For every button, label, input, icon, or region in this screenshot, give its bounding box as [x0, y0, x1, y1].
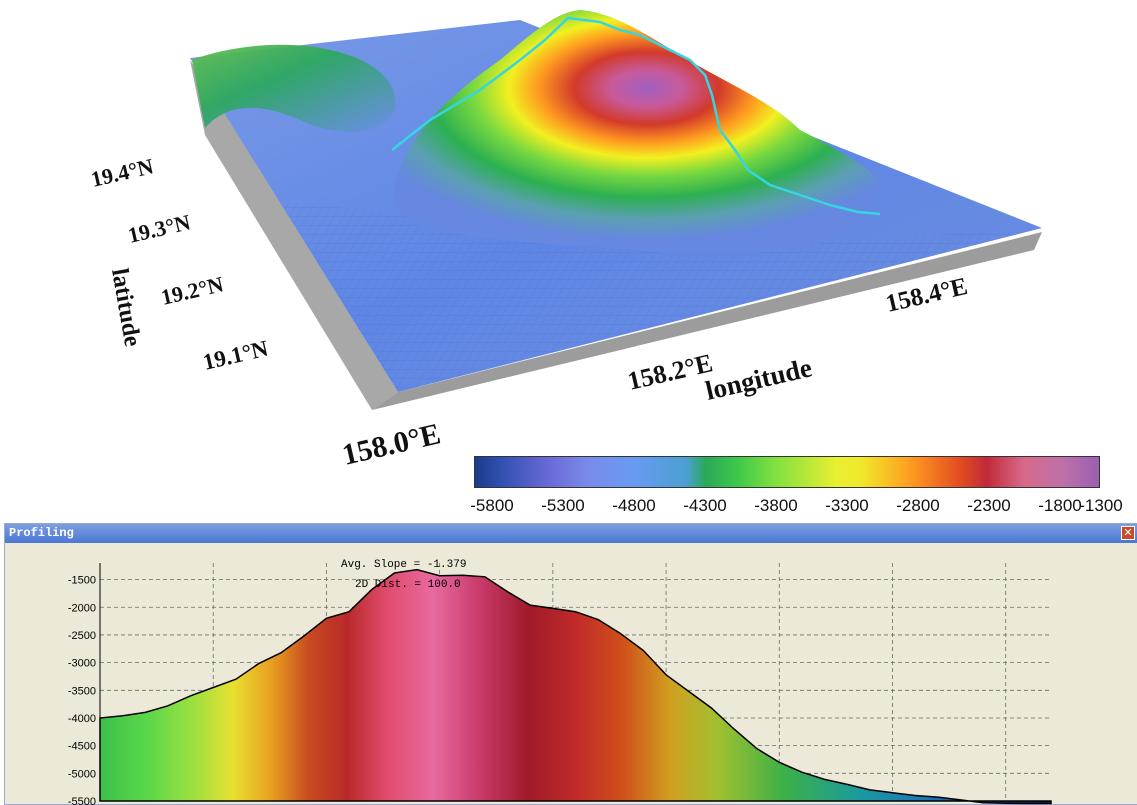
colorbar-tick: -4800 — [612, 496, 656, 515]
y-axis-ticks: -1500 -2000 -2500 -3000 -3500 -4000 -4500 -5000… — [68, 575, 96, 805]
close-icon[interactable]: ✕ — [1121, 526, 1135, 540]
latitude-label: latitude — [106, 267, 145, 349]
colorbar-tick: -2800 — [896, 496, 940, 515]
colorbar-tick: -1800 — [1038, 496, 1082, 515]
seamount — [394, 10, 880, 255]
y-tick-label: -5000 — [68, 768, 96, 780]
lat-tick-19-3: 19.3°N — [126, 209, 193, 248]
profile-track-line — [391, 16, 881, 216]
lon-tick-158-2: 158.2°E — [625, 348, 716, 396]
nw-ridge — [192, 44, 396, 132]
avg-slope-readout: Avg. Slope = -1.379 — [341, 559, 466, 571]
colorbar-tick: -2300 — [967, 496, 1011, 515]
colorbar-ticks: -5800 -5300 -4800 -4300 -3800 -3300 -280… — [455, 496, 1125, 518]
elevation-profile-area — [99, 568, 1052, 805]
colorbar-tick: -5800 — [470, 496, 514, 515]
depth-colorbar — [474, 456, 1100, 488]
y-tick-label: -4500 — [68, 741, 96, 753]
profiling-titlebar[interactable]: Profiling ✕ — [5, 524, 1137, 543]
y-tick-label: -4000 — [68, 713, 96, 725]
colorbar-tick: -4300 — [683, 496, 727, 515]
lat-tick-19-2: 19.2°N — [159, 271, 226, 310]
lat-tick-19-1: 19.1°N — [201, 336, 271, 375]
y-tick-label: -1500 — [68, 575, 96, 587]
y-tick-label: -3500 — [68, 685, 96, 697]
colorbar-tick: -1300 — [1079, 496, 1123, 515]
colorbar-tick: -5300 — [541, 496, 585, 515]
lat-tick-19-4: 19.4°N — [89, 153, 156, 192]
lon-tick-158-0: 158.0°E — [339, 417, 443, 470]
terrain-grid — [280, 200, 1042, 392]
y-tick-label: -3000 — [68, 658, 96, 670]
profiling-window[interactable]: Profiling ✕ — [4, 523, 1137, 805]
colorbar-tick: -3800 — [754, 496, 798, 515]
terrain-side-south — [372, 232, 1042, 410]
y-tick-label: -2000 — [68, 602, 96, 614]
profile-chart[interactable]: -1500 -2000 -2500 -3000 -3500 -4000 -4500 -5000… — [5, 543, 1137, 805]
terrain-3d-view[interactable]: 19.4°N 19.3°N 19.2°N 19.1°N latitude 158… — [0, 0, 1137, 470]
y-tick-label: -5500 — [68, 796, 96, 805]
longitude-label: longitude — [703, 352, 815, 406]
terrain-side-west — [190, 60, 398, 410]
window-title: Profiling — [9, 526, 74, 540]
2d-distance-readout: 2D Dist. = 100.0 — [355, 579, 461, 591]
y-tick-label: -2500 — [68, 630, 96, 642]
colorbar-tick: -3300 — [825, 496, 869, 515]
